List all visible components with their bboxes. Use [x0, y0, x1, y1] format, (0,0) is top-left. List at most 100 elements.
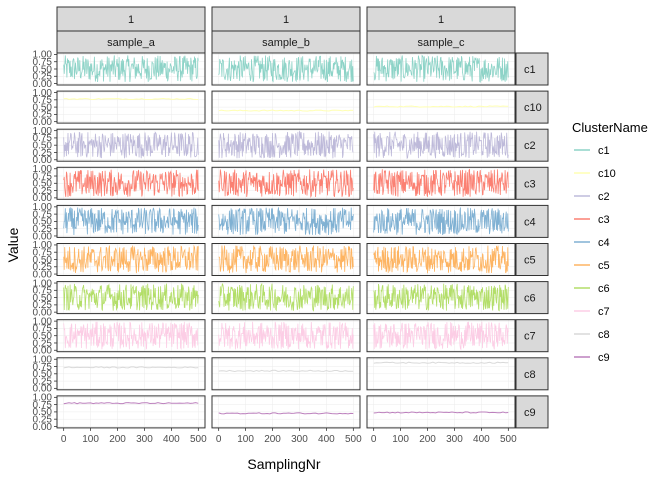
y-tick-label: 0.25 — [33, 224, 53, 235]
y-axis-title: Value — [5, 227, 21, 262]
y-tick-label: 0.00 — [33, 79, 53, 90]
x-tick-label: 0 — [61, 434, 67, 445]
y-tick-label: 0.25 — [33, 300, 53, 311]
y-tick-label: 0.75 — [33, 362, 53, 373]
panel-border — [211, 204, 361, 238]
facet-panel — [366, 90, 516, 124]
x-tick-label: 300 — [291, 434, 308, 445]
y-tick-label: 1.00 — [33, 50, 53, 61]
strip-layer: 1 sample_a 1 sample_b 1 sample_c c1 c10 c2 c3 c4 c5… — [56, 6, 549, 429]
series-line-c9 — [218, 412, 354, 415]
x-axis-title: SamplingNr — [247, 456, 320, 472]
facet-row-label: c6 — [524, 293, 536, 305]
x-tick-label: 100 — [82, 434, 99, 445]
facet-row-strip — [515, 204, 549, 238]
facet-row-label: c9 — [524, 407, 536, 419]
facet-row-label: c7 — [524, 331, 536, 343]
series-line-c7 — [373, 321, 509, 351]
y-tick-label: 0.50 — [33, 102, 53, 113]
facet-row-strip — [515, 243, 549, 276]
y-tick-label: 0.25 — [33, 262, 53, 273]
y-tick-label: 0.50 — [33, 407, 53, 418]
facet-panel — [56, 357, 206, 391]
series-line-c5 — [373, 245, 509, 274]
panel-border — [366, 357, 516, 391]
facet-row-label: c2 — [524, 140, 536, 152]
facet-row-label: c8 — [524, 369, 536, 381]
x-tick-label: 200 — [419, 434, 436, 445]
y-tick-label: 0.50 — [33, 255, 53, 266]
facet-panel — [56, 52, 206, 86]
y-tick-label: 0.25 — [33, 72, 53, 83]
facet-row-label: c4 — [524, 216, 536, 228]
facet-row-label: c1 — [524, 64, 536, 76]
y-tick-label: 0.00 — [33, 231, 53, 242]
y-tick-label: 0.25 — [33, 376, 53, 387]
series-line-c10 — [63, 97, 199, 101]
y-tick-label: 0.00 — [33, 422, 53, 433]
x-tick-label: 400 — [318, 434, 335, 445]
facet-panel — [366, 243, 516, 276]
legend-label: c2 — [598, 191, 610, 203]
x-tick-label: 0 — [216, 434, 222, 445]
y-tick-label: 0.50 — [33, 64, 53, 75]
panel-border — [366, 128, 516, 162]
facet-panel — [56, 166, 206, 200]
facet-panel — [366, 395, 516, 429]
y-tick-label: 0.50 — [33, 293, 53, 304]
panel-border — [366, 243, 516, 276]
panel-border — [211, 128, 361, 162]
facet-row-strip — [515, 281, 549, 315]
series-line-c8 — [373, 361, 509, 364]
facet-row-label: c3 — [524, 178, 536, 190]
facet-panel — [211, 357, 361, 391]
legend-label: c3 — [598, 214, 610, 226]
y-tick-label: 1.00 — [33, 164, 53, 175]
y-tick-label: 1.00 — [33, 126, 53, 137]
facet-panel — [211, 281, 361, 315]
legend-layer: ClusterName c1 c10 c2 c3 c4 c5 c6 c7 c8 c9 — [572, 120, 648, 364]
facet-row-label: c5 — [524, 255, 536, 267]
x-tick-label: 100 — [237, 434, 254, 445]
panel-border — [211, 319, 361, 353]
panel-border — [366, 204, 516, 238]
y-tick-label: 0.50 — [33, 179, 53, 190]
facet-column-strip — [56, 30, 206, 54]
facet-panel — [56, 90, 206, 124]
x-tick-label: 400 — [163, 434, 180, 445]
series-line-c8 — [63, 366, 199, 369]
facet-panel — [366, 166, 516, 200]
facet-panel — [366, 319, 516, 353]
facet-panel — [211, 128, 361, 162]
facet-panel — [211, 166, 361, 200]
legend-label: c8 — [598, 329, 610, 341]
x-tick-label: 0 — [371, 434, 377, 445]
x-tick-label: 500 — [500, 434, 517, 445]
y-tick-label: 0.00 — [33, 384, 53, 395]
series-line-c3 — [218, 169, 354, 199]
facet-panel — [211, 319, 361, 353]
y-tick-label: 0.00 — [33, 269, 53, 280]
series-line-c5 — [63, 244, 199, 274]
series-line-c2 — [63, 131, 199, 159]
series-line-c9 — [373, 411, 509, 414]
facet-column-label: sample_a — [107, 37, 156, 49]
series-line-c4 — [218, 207, 354, 236]
facet-panel — [56, 319, 206, 353]
y-tick-label: 0.00 — [33, 193, 53, 204]
facet-row-strip — [515, 128, 549, 162]
panel-border — [211, 395, 361, 429]
facet-row-strip — [515, 357, 549, 391]
panel-layer — [56, 52, 516, 429]
facet-top-strip — [211, 6, 361, 32]
y-tick-label: 0.50 — [33, 141, 53, 152]
x-tick-label: 200 — [109, 434, 126, 445]
facet-row-strip — [515, 395, 549, 429]
panel-border — [366, 166, 516, 200]
facet-panel — [366, 204, 516, 238]
series-line-c6 — [373, 283, 509, 312]
x-tick-label: 100 — [392, 434, 409, 445]
panel-border — [366, 319, 516, 353]
axis-layer: 0.000.250.500.751.000.000.250.500.751.00… — [33, 50, 518, 445]
series-line-c1 — [218, 55, 354, 83]
